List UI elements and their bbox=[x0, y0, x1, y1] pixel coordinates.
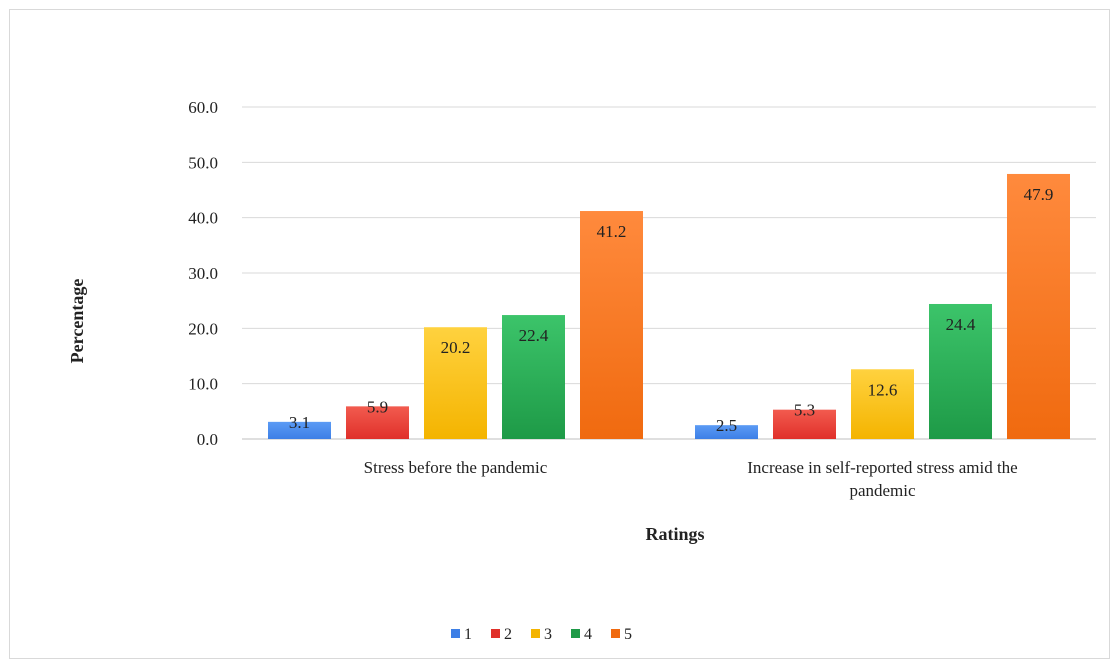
legend-label: 4 bbox=[584, 626, 592, 643]
bar-series-3-cat-1 bbox=[424, 327, 487, 439]
bar-series-1-cat-2 bbox=[695, 425, 758, 439]
data-labels: 3.1 5.9 20.2 22.4 41.2 2.5 5.3 12.6 24.4 47.9 bbox=[289, 185, 1054, 435]
data-label: 47.9 bbox=[1024, 185, 1054, 204]
data-label: 20.2 bbox=[441, 338, 471, 357]
x-axis-title: Ratings bbox=[645, 524, 704, 544]
legend-swatch-3 bbox=[531, 629, 540, 638]
bar-series-4-cat-1 bbox=[502, 315, 565, 439]
bar-series-2-cat-2 bbox=[773, 409, 836, 439]
x-axis-categories: Stress before the pandemic Increase in se… bbox=[364, 458, 1018, 500]
chart-frame: 0.0 10.0 20.0 30.0 40.0 50.0 60.0 3.1 5.9 20.2 22… bbox=[9, 9, 1110, 659]
data-label: 5.9 bbox=[367, 397, 388, 416]
x-category-label: pandemic bbox=[849, 481, 916, 500]
y-tick-label: 40.0 bbox=[188, 209, 218, 228]
data-label: 24.4 bbox=[946, 315, 976, 334]
bar-series-3-cat-2 bbox=[851, 369, 914, 439]
y-tick-label: 20.0 bbox=[188, 319, 218, 338]
legend: 1 2 3 4 5 bbox=[451, 626, 632, 643]
bar-series-1-cat-1 bbox=[268, 421, 331, 439]
y-axis-title: Percentage bbox=[67, 279, 87, 364]
y-tick-label: 0.0 bbox=[197, 430, 218, 449]
bar-series-5-cat-1 bbox=[580, 211, 643, 439]
x-category-label: Increase in self-reported stress amid th… bbox=[747, 458, 1017, 477]
legend-label: 3 bbox=[544, 626, 552, 643]
y-tick-label: 10.0 bbox=[188, 375, 218, 394]
bar-series-4-cat-2 bbox=[929, 303, 992, 439]
legend-swatch-1 bbox=[451, 629, 460, 638]
data-label: 2.5 bbox=[716, 416, 737, 435]
gridlines bbox=[242, 106, 1096, 440]
legend-swatch-2 bbox=[491, 629, 500, 638]
bar-series-2-cat-1 bbox=[346, 406, 409, 439]
data-label: 5.3 bbox=[794, 401, 815, 420]
y-tick-label: 30.0 bbox=[188, 264, 218, 283]
bar-chart: 0.010.020.030.040.050.060.0 3.15.920.222… bbox=[67, 98, 1096, 643]
y-tick-label: 60.0 bbox=[188, 98, 218, 117]
y-axis-ticks: 0.0 10.0 20.0 30.0 40.0 50.0 60.0 bbox=[188, 98, 218, 449]
legend-label: 1 bbox=[464, 626, 472, 643]
data-label: 41.2 bbox=[597, 222, 627, 241]
bars bbox=[268, 173, 1070, 439]
legend-label: 5 bbox=[624, 626, 632, 643]
y-tick-label: 50.0 bbox=[188, 153, 218, 172]
legend-swatch-5 bbox=[611, 629, 620, 638]
legend-label: 2 bbox=[504, 626, 512, 643]
x-category-label: Stress before the pandemic bbox=[364, 458, 548, 477]
data-label: 3.1 bbox=[289, 413, 310, 432]
bar-series-5-cat-2 bbox=[1007, 173, 1070, 439]
legend-swatch-4 bbox=[571, 629, 580, 638]
data-label: 22.4 bbox=[519, 326, 549, 345]
data-label: 12.6 bbox=[868, 380, 898, 399]
